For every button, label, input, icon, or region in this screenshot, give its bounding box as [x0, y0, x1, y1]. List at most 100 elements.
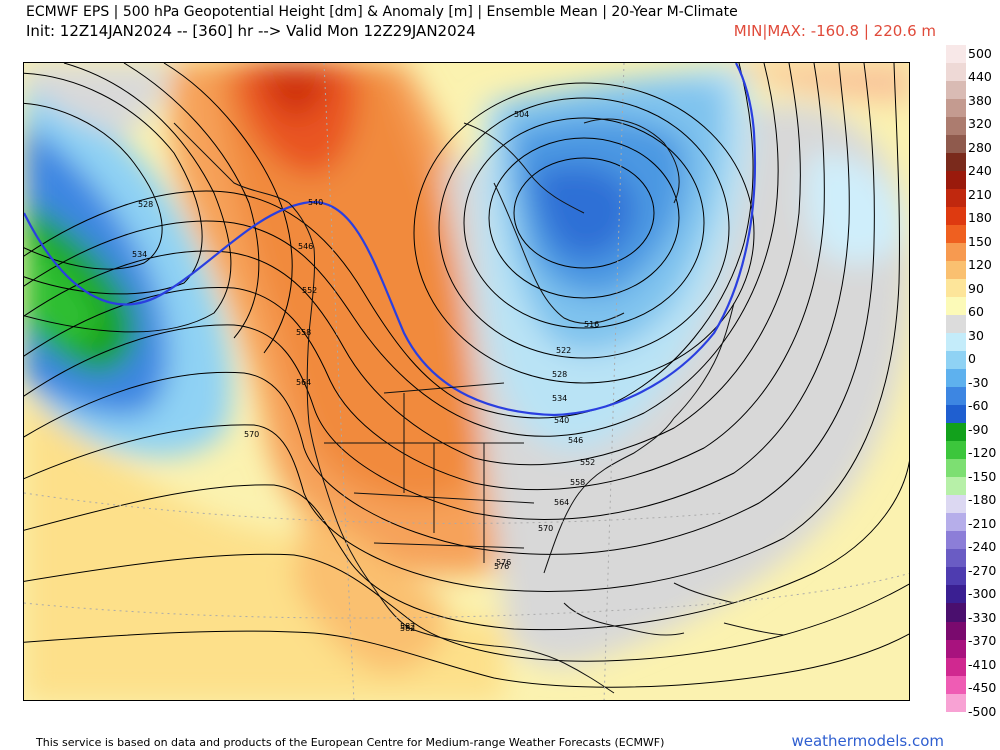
- colorbar-tick-label: 180: [968, 210, 992, 226]
- colorbar-tick-label: -410: [968, 656, 997, 672]
- colorbar-swatch: [946, 225, 966, 244]
- coastlines: [173, 118, 785, 694]
- colorbar-swatch: [946, 369, 966, 388]
- contour-label: 552: [302, 286, 317, 295]
- contour-label: 564: [554, 498, 569, 507]
- colorbar-tick-label: 440: [968, 69, 992, 85]
- colorbar-swatch: [946, 351, 966, 370]
- colorbar-swatch: [946, 135, 966, 154]
- contour-label: 504: [514, 110, 529, 119]
- colorbar-swatch: [946, 621, 966, 640]
- min-max-readout: MIN|MAX: -160.8 | 220.6 m: [733, 22, 936, 40]
- colorbar-swatch: [946, 387, 966, 406]
- contour-label: 558: [570, 478, 585, 487]
- colorbar-tick-label: -90: [968, 421, 989, 437]
- colorbar-swatch: [946, 333, 966, 352]
- colorbar-tick-label: 150: [968, 233, 992, 249]
- colorbar-swatch: [946, 45, 966, 64]
- contour-label: 582: [400, 622, 415, 631]
- height-contours: [24, 63, 909, 688]
- colorbar-tick-label: 500: [968, 46, 992, 61]
- contour-label: 570: [538, 524, 553, 533]
- colorbar-swatch: [946, 243, 966, 262]
- colorbar-swatch: [946, 531, 966, 550]
- colorbar-tick-label: -180: [968, 492, 997, 508]
- contour-label: 540: [308, 198, 323, 207]
- colorbar-swatch: [946, 585, 966, 604]
- colorbar-tick-label: -330: [968, 609, 997, 625]
- contour-labels: 504 528 534 540 546 552 558 564 570 576 …: [132, 110, 599, 633]
- colorbar-tick-label: -120: [968, 445, 997, 461]
- contour-label: 534: [132, 250, 147, 259]
- colorbar-tick-label: 380: [968, 92, 992, 108]
- contour-label: 528: [138, 200, 153, 209]
- colorbar-tick-label: -240: [968, 539, 997, 555]
- colorbar-tick-label: -500: [968, 703, 997, 719]
- colorbar-swatch: [946, 423, 966, 442]
- contour-label: 582: [400, 624, 415, 633]
- colorbar-swatch: [946, 459, 966, 478]
- contour-label: 534: [552, 394, 567, 403]
- contour-label: 564: [296, 378, 311, 387]
- graticule: [24, 63, 909, 700]
- colorbar-tick-label: 0: [968, 351, 976, 367]
- colorbar-tick-label: 90: [968, 280, 984, 296]
- colorbar-swatch: [946, 513, 966, 532]
- brand-link[interactable]: weathermodels.com: [791, 732, 944, 750]
- contour-label: 546: [568, 436, 583, 445]
- colorbar-tick-label: 30: [968, 327, 984, 343]
- contour-label: 516: [584, 320, 599, 329]
- colorbar-tick-label: 60: [968, 304, 984, 320]
- colorbar-swatch: [946, 63, 966, 82]
- colorbar-swatch: [946, 81, 966, 100]
- colorbar-tick-label: -300: [968, 586, 997, 602]
- colorbar-tick-label: 120: [968, 257, 992, 273]
- colorbar-swatch: [946, 189, 966, 208]
- colorbar-swatch: [946, 441, 966, 460]
- colorbar-swatch: [946, 171, 966, 190]
- chart-title: ECMWF EPS | 500 hPa Geopotential Height …: [26, 4, 738, 20]
- anomaly-shading: [24, 63, 909, 700]
- colorbar-swatch: [946, 657, 966, 676]
- colorbar-tick-label: -270: [968, 562, 997, 578]
- colorbar-swatch: [946, 279, 966, 298]
- colorbar-swatch: [946, 495, 966, 514]
- contour-label: 528: [552, 370, 567, 379]
- colorbar-swatch: [946, 693, 966, 712]
- colorbar-swatch: [946, 153, 966, 172]
- colorbar-swatch: [946, 207, 966, 226]
- colorbar-tick-label: -150: [968, 468, 997, 484]
- colorbar-swatch: [946, 315, 966, 334]
- contour-label: 546: [298, 242, 313, 251]
- colorbar-tick-label: -30: [968, 374, 989, 390]
- colorbar-swatch: [946, 675, 966, 694]
- colorbar-swatch: [946, 549, 966, 568]
- colorbar-tick-label: -210: [968, 515, 997, 531]
- colorbar-swatch: [946, 405, 966, 424]
- ecmwf-credit: This service is based on data and produc…: [36, 736, 665, 749]
- colorbar-swatch: [946, 639, 966, 658]
- colorbar-tick-label: 240: [968, 163, 992, 179]
- contour-540-highlight: [24, 63, 757, 417]
- colorbar-tick-label: -370: [968, 633, 997, 649]
- contour-label: 558: [296, 328, 311, 337]
- contour-label: 576: [496, 558, 511, 567]
- colorbar-swatch: [946, 477, 966, 496]
- init-valid-time: Init: 12Z14JAN2024 -- [360] hr --> Valid…: [26, 22, 476, 40]
- colorbar-tick-label: 280: [968, 139, 992, 155]
- colorbar-tick-label: 320: [968, 116, 992, 132]
- colorbar-tick-label: 210: [968, 186, 992, 202]
- colorbar-swatch: [946, 603, 966, 622]
- contour-label: 576: [494, 562, 509, 571]
- contour-label: 552: [580, 458, 595, 467]
- contour-label: 522: [556, 346, 571, 355]
- colorbar-swatch: [946, 99, 966, 118]
- contour-label: 540: [554, 416, 569, 425]
- colorbar-swatch: [946, 117, 966, 136]
- forecast-map: 504 528 534 540 546 552 558 564 570 576 …: [23, 62, 910, 701]
- colorbar-swatch: [946, 567, 966, 586]
- colorbar-tick-label: -60: [968, 398, 989, 414]
- anomaly-colorbar: [946, 45, 966, 712]
- colorbar-tick-label: -450: [968, 680, 997, 696]
- colorbar-swatch: [946, 261, 966, 280]
